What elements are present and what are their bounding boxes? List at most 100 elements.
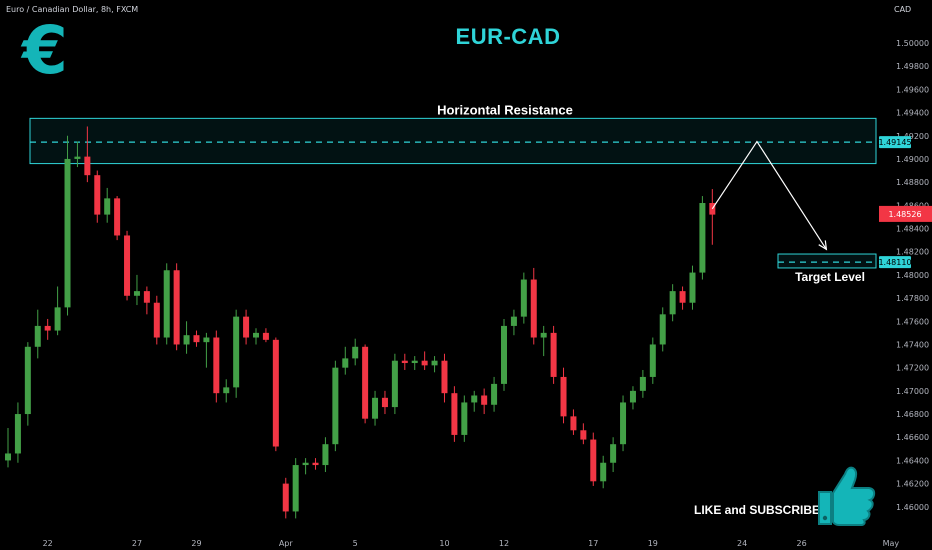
time-tick-label: 10: [439, 539, 449, 548]
candle-body: [629, 390, 636, 403]
candle-body: [381, 397, 388, 408]
candle-body: [104, 198, 111, 215]
symbol-info: Euro / Canadian Dollar, 8h, FXCM: [6, 5, 139, 14]
price-tick-label: 1.46600: [896, 433, 929, 442]
candle: [5, 427, 11, 468]
candle: [610, 437, 617, 473]
candle-body: [352, 346, 359, 359]
candle: [223, 379, 230, 403]
candle: [530, 267, 537, 345]
candle-body: [491, 383, 498, 405]
time-tick-label: Apr: [279, 539, 294, 548]
candle: [253, 328, 259, 345]
chart-title: EUR-CAD: [455, 24, 561, 49]
candle: [461, 395, 468, 442]
time-tick-label: 27: [132, 539, 142, 548]
candle: [411, 356, 418, 370]
candle-body: [421, 360, 428, 366]
candle: [510, 309, 517, 336]
time-axis[interactable]: 22 27 29 Apr 5 10 12 17 19 24 26 May: [43, 539, 900, 548]
candle-body: [183, 335, 190, 345]
candle-body: [163, 270, 170, 338]
candle: [451, 386, 458, 442]
currency-label: CAD: [894, 5, 912, 14]
candle: [689, 265, 696, 310]
candle-body: [540, 332, 547, 338]
last-price-tag: [879, 205, 932, 222]
candle: [332, 360, 339, 452]
candle-body: [391, 360, 398, 408]
price-axis[interactable]: 1.50000 1.49800 1.49600 1.49400 1.49200 1.490…: [878, 39, 932, 512]
candle: [74, 141, 81, 168]
candle-body: [54, 307, 61, 331]
candle-body: [34, 325, 41, 347]
price-tick-label: 1.48600: [896, 201, 929, 210]
candle-body: [570, 416, 577, 431]
candle-body: [530, 279, 537, 338]
price-tick-label: 1.46400: [896, 456, 929, 465]
price-tick-label: 1.49800: [896, 62, 929, 71]
candle-body: [322, 444, 329, 466]
candle: [699, 196, 706, 280]
candle-body: [233, 316, 240, 388]
price-tick-label: 1.47400: [896, 340, 929, 349]
candle-body: [560, 376, 567, 417]
candle-body: [520, 279, 527, 317]
time-tick-label: 17: [588, 539, 598, 548]
candle: [600, 455, 607, 489]
candle-body: [292, 465, 299, 512]
candle: [143, 286, 150, 315]
candle: [282, 477, 289, 519]
candle-body: [461, 402, 468, 435]
price-tick-label: 1.49200: [896, 132, 929, 141]
price-tick-label: 1.48200: [896, 248, 929, 257]
time-tick-label: 12: [499, 539, 509, 548]
candle: [312, 458, 319, 470]
price-tick-label: 1.48800: [896, 178, 929, 187]
candle: [491, 376, 498, 412]
candle: [629, 386, 636, 410]
candle: [421, 351, 428, 370]
candle-body: [510, 316, 517, 326]
zone-box: [777, 253, 877, 269]
candle: [659, 307, 666, 352]
candle-body: [153, 302, 160, 338]
candle: [203, 332, 210, 368]
candle: [272, 337, 279, 452]
euro-logo-icon: €: [22, 12, 68, 89]
candle: [540, 325, 547, 357]
candle: [620, 395, 627, 452]
candle-body: [620, 402, 627, 445]
candle-body: [173, 270, 180, 345]
candle-body: [124, 235, 131, 296]
candle-body: [84, 156, 91, 176]
candle: [14, 402, 21, 463]
candle: [104, 187, 111, 223]
candle-body: [441, 360, 448, 394]
candle: [24, 342, 31, 426]
candle-body: [471, 395, 478, 403]
candle-body: [332, 367, 339, 445]
price-tick-label: 1.46800: [896, 410, 929, 419]
zone-box: [29, 117, 877, 165]
candle: [501, 318, 507, 391]
price-tick-label: 1.46000: [896, 503, 929, 512]
candle-body: [272, 339, 279, 447]
candle: [133, 274, 140, 306]
candle: [44, 318, 51, 340]
price-tick-label: 1.47200: [896, 364, 929, 373]
candle: [639, 369, 646, 398]
price-tick-label: 1.50000: [896, 39, 929, 48]
candle-body: [600, 462, 607, 482]
price-tick-label: 1.49000: [896, 155, 929, 164]
candle: [54, 286, 61, 336]
candle-body: [74, 156, 81, 159]
candle-body: [243, 316, 250, 338]
candle: [193, 330, 200, 347]
time-tick-label: 29: [191, 539, 201, 548]
candle: [481, 388, 488, 415]
like-subscribe-text: LIKE and SUBSCRIBE: [694, 503, 821, 517]
price-tick-label: 1.49600: [896, 85, 929, 94]
projection-arrowhead: [818, 240, 828, 251]
